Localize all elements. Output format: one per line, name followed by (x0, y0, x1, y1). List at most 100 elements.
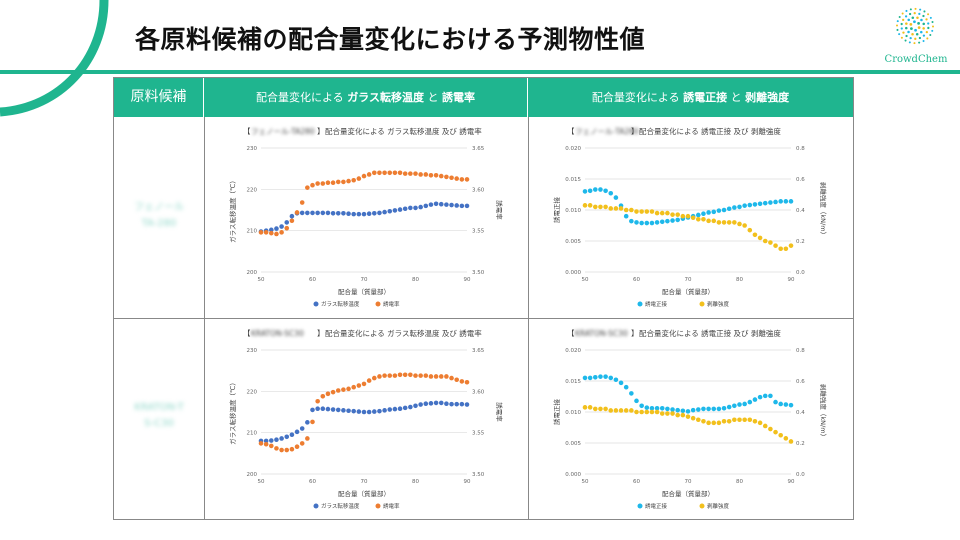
data-point (382, 209, 387, 215)
data-point (747, 417, 753, 423)
data-point (392, 406, 398, 412)
header-col1-prefix: 配合量変化による (256, 91, 348, 104)
logo-dot (905, 22, 908, 25)
data-point (582, 189, 588, 194)
data-point (335, 179, 341, 185)
data-point (762, 200, 768, 206)
data-point (459, 379, 465, 384)
data-point (747, 227, 753, 233)
data-point (716, 406, 722, 412)
y2-tick-label: 3.55 (472, 229, 485, 235)
data-point (659, 210, 665, 216)
data-point (274, 437, 279, 442)
data-point (654, 405, 660, 411)
data-point (351, 408, 356, 414)
data-point (587, 375, 593, 381)
data-point (377, 374, 382, 379)
table-header: 原料候補 配合量変化による ガラス転移温度 と 誘電率 配合量変化による 誘電正… (114, 78, 853, 117)
data-point (706, 420, 711, 426)
data-point (670, 218, 675, 223)
data-point (377, 170, 382, 176)
data-point (608, 375, 614, 381)
data-point (706, 406, 711, 412)
data-point (721, 220, 727, 225)
data-point (269, 230, 274, 236)
y-tick-label: 0.020 (565, 146, 581, 152)
y-tick-label: 200 (247, 270, 258, 276)
legend-marker (313, 503, 319, 509)
data-point (392, 373, 398, 378)
data-point (593, 406, 598, 412)
logo-dot (913, 12, 916, 15)
data-point (634, 398, 639, 404)
data-point (716, 208, 722, 213)
logo-dot (920, 18, 923, 22)
data-point (732, 205, 737, 210)
data-point (783, 199, 789, 204)
data-point (675, 217, 680, 223)
logo-dot (917, 22, 920, 25)
x-tick-label: 80 (412, 277, 419, 283)
data-point (696, 407, 701, 412)
data-point (603, 204, 608, 210)
material-name-row2: KRATON-T S-C30 (114, 400, 204, 432)
x-tick-label: 60 (309, 277, 316, 283)
data-point (382, 170, 387, 176)
data-point (366, 409, 372, 415)
data-point (742, 223, 747, 228)
data-point (289, 432, 295, 438)
chart-title-bracket: 【 (243, 127, 251, 136)
data-point (449, 202, 454, 208)
data-point (593, 374, 598, 380)
data-point (649, 405, 655, 411)
data-point (696, 217, 701, 222)
y2-tick-label: 3.65 (472, 348, 485, 354)
legend-marker (637, 503, 643, 509)
data-point (716, 420, 722, 426)
data-point (299, 441, 305, 446)
data-point (690, 415, 696, 421)
data-point (310, 419, 315, 425)
data-point (454, 401, 459, 407)
data-point (639, 403, 644, 409)
data-point (690, 407, 696, 413)
data-point (305, 210, 310, 216)
data-point (459, 203, 465, 209)
logo-dot (904, 39, 907, 42)
data-point (737, 204, 742, 210)
x-tick-label: 70 (361, 277, 368, 283)
data-point (742, 417, 747, 423)
data-point (279, 436, 284, 441)
data-point (418, 172, 423, 177)
data-point (377, 210, 382, 216)
logo-dot (900, 27, 903, 30)
data-point (382, 408, 387, 413)
legend-marker (637, 301, 643, 307)
logo-dot (929, 16, 932, 19)
data-point (680, 408, 686, 414)
data-point (788, 243, 794, 248)
title-rule (0, 70, 960, 74)
y-tick-label: 0.015 (565, 177, 581, 183)
data-point (284, 434, 290, 440)
data-point (346, 211, 351, 217)
data-point (433, 172, 439, 178)
logo-dot (929, 33, 932, 36)
header-material: 原料候補 (114, 78, 204, 117)
data-point (598, 374, 603, 379)
data-point (408, 372, 413, 378)
data-point (330, 180, 336, 186)
logo-dot (922, 22, 925, 26)
data-point (258, 441, 264, 446)
data-point (433, 400, 439, 406)
logo-dot (902, 31, 905, 34)
data-point (762, 423, 768, 429)
data-point (372, 170, 377, 176)
data-point (444, 202, 449, 207)
chart-title-bracket: 【 (243, 329, 251, 338)
data-point (330, 211, 336, 216)
data-point (402, 405, 408, 411)
data-point (623, 213, 629, 219)
logo-dot (896, 20, 899, 23)
legend-label: 誘電正接 (645, 300, 668, 308)
